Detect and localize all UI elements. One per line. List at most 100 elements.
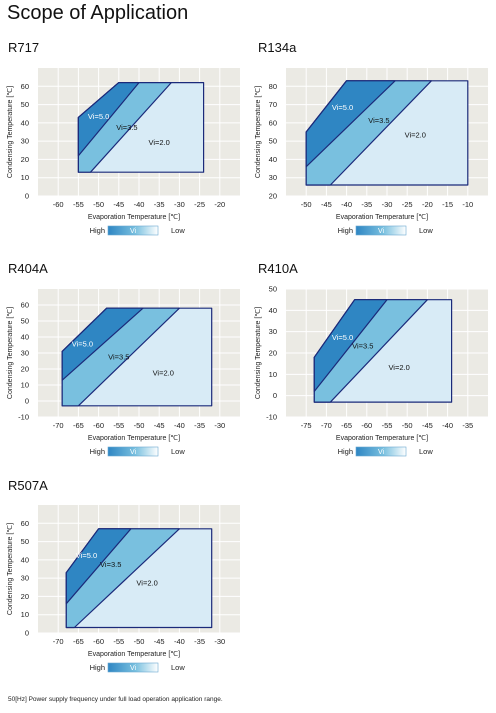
r507a-x-tick-label: -55 [113, 637, 124, 646]
r410a-y-tick-label: 10 [269, 370, 277, 379]
r134a-x-tick-label: -30 [382, 200, 393, 209]
r404a-y-tick-label: 10 [21, 381, 29, 390]
r410a-legend-low: Low [419, 447, 433, 456]
r717-legend-low: Low [171, 226, 185, 235]
r507a-x-tick-label: -60 [93, 637, 104, 646]
r507a-y-tick-label: 10 [21, 610, 29, 619]
chart-label-r404a: R404A [8, 261, 48, 276]
r134a-y-tick-label: 60 [269, 118, 277, 127]
r717-y-tick-label: 0 [25, 192, 29, 201]
r717-x-tick-label: -40 [134, 200, 145, 209]
r717-region-label: Vi=2.0 [149, 138, 170, 147]
r410a-region-Vi50 [313, 299, 388, 393]
r717-region-label: Vi=3.5 [116, 123, 137, 132]
r717-legend-gradient [107, 225, 159, 236]
r404a-y-tick-label: 60 [21, 301, 29, 310]
r410a-legend-gradient [355, 446, 407, 457]
r717-y-tick-label: 60 [21, 82, 29, 91]
r404a-y-tick-label: 0 [25, 397, 29, 406]
chart-label-r134a: R134a [258, 40, 297, 55]
r717-x-tick-label: -50 [93, 200, 104, 209]
r507a-region-label: Vi=3.5 [100, 560, 121, 569]
chart-label-r717: R717 [8, 40, 40, 55]
r717-legend-vi: Vi [130, 228, 137, 235]
r134a-legend-low: Low [419, 226, 433, 235]
r507a-y-tick-label: 30 [21, 574, 29, 583]
r410a-y-tick-label: 30 [269, 327, 277, 336]
r404a-legend-vi: Vi [130, 449, 137, 456]
r410a-y-tick-label: 40 [269, 306, 277, 315]
r404a-x-axis-label: Evaporation Temperature [℃] [88, 435, 180, 442]
r134a-x-axis-label: Evaporation Temperature [℃] [336, 214, 428, 221]
chart-label-r507a: R507A [8, 478, 48, 493]
r507a-x-tick-label: -40 [174, 637, 185, 646]
chart-label-r410a: R410A [258, 261, 298, 276]
r410a-x-tick-label: -50 [402, 421, 413, 430]
r134a-region-label: Vi=2.0 [405, 130, 426, 139]
r717-region-Vi50 [77, 82, 140, 157]
r410a-x-tick-label: -60 [361, 421, 372, 430]
r507a-y-tick-label: 50 [21, 537, 29, 546]
r134a-x-tick-label: -25 [402, 200, 413, 209]
r717-y-tick-label: 10 [21, 173, 29, 182]
r134a-y-axis-label: Condensing Temperature [℃] [255, 86, 262, 178]
r507a-y-tick-label: 20 [21, 592, 29, 601]
r404a-y-tick-label: -10 [18, 413, 29, 422]
r717-y-axis-label: Condensing Temperature [℃] [7, 86, 14, 178]
r134a-chart: Vi=2.0Vi=3.5Vi=5.0-50 -45 -40 -35 -30 -25 -20-… [255, 68, 488, 236]
r717-region-label: Vi=5.0 [88, 112, 109, 121]
r404a-y-tick-label: 40 [21, 333, 29, 342]
r507a-y-axis-label: Condensing Temperature [℃] [7, 523, 14, 615]
r410a-y-tick-label: 50 [269, 285, 277, 294]
r134a-legend-high: High [338, 226, 353, 235]
r507a-region-label: Vi=2.0 [136, 578, 157, 587]
r410a-x-tick-label: -65 [341, 421, 352, 430]
r410a-region-label: Vi=2.0 [388, 363, 409, 372]
r134a-region-label: Vi=3.5 [368, 116, 389, 125]
r507a-legend-low: Low [171, 663, 185, 672]
r507a-y-tick-label: 0 [25, 629, 29, 638]
r404a-x-tick-label: -30 [214, 421, 225, 430]
r507a-chart: Vi=2.0Vi=3.5Vi=5.0-70 -65 -60 -55 -50 -45 -40-… [7, 505, 240, 673]
r404a-region-Vi50 [61, 307, 144, 381]
r134a-y-tick-label: 50 [269, 137, 277, 146]
r717-x-tick-label: -20 [214, 200, 225, 209]
r134a-x-tick-label: -50 [301, 200, 312, 209]
r404a-y-axis-label: Condensing Temperature [℃] [7, 307, 14, 399]
footnote: 50[Hz] Power supply frequency under full… [8, 696, 223, 703]
r717-x-tick-label: -45 [113, 200, 124, 209]
r134a-y-tick-label: 80 [269, 82, 277, 91]
r404a-region-label: Vi=2.0 [153, 368, 174, 377]
r134a-x-tick-label: -15 [442, 200, 453, 209]
r404a-x-tick-label: -65 [73, 421, 84, 430]
r507a-x-tick-label: -35 [194, 637, 205, 646]
r507a-x-tick-label: -70 [53, 637, 64, 646]
r717-y-tick-label: 30 [21, 137, 29, 146]
r410a-x-tick-label: -75 [301, 421, 312, 430]
r410a-x-tick-label: -35 [462, 421, 473, 430]
r134a-y-tick-label: 20 [269, 192, 277, 201]
r410a-x-axis-label: Evaporation Temperature [℃] [336, 435, 428, 442]
r134a-y-tick-label: 70 [269, 100, 277, 109]
r404a-x-tick-label: -50 [134, 421, 145, 430]
r404a-y-tick-label: 30 [21, 349, 29, 358]
r404a-x-tick-label: -35 [194, 421, 205, 430]
r404a-legend-low: Low [171, 447, 185, 456]
r410a-y-axis-label: Condensing Temperature [℃] [255, 307, 262, 399]
page-title: Scope of Application [7, 2, 189, 24]
r404a-y-tick-label: 50 [21, 317, 29, 326]
r507a-region-label: Vi=5.0 [76, 551, 97, 560]
r134a-region-label: Vi=5.0 [332, 103, 353, 112]
r717-y-tick-label: 50 [21, 100, 29, 109]
r134a-x-tick-label: -20 [422, 200, 433, 209]
r404a-legend-high: High [90, 447, 105, 456]
r410a-legend-high: High [338, 447, 353, 456]
r410a-y-tick-label: -10 [266, 413, 277, 422]
r134a-region-Vi50 [305, 80, 396, 168]
r404a-y-tick-label: 20 [21, 365, 29, 374]
r507a-legend-high: High [90, 663, 105, 672]
r507a-x-tick-label: -45 [154, 637, 165, 646]
r404a-x-tick-label: -40 [174, 421, 185, 430]
r134a-x-tick-label: -10 [462, 200, 473, 209]
r134a-legend-gradient [355, 225, 407, 236]
